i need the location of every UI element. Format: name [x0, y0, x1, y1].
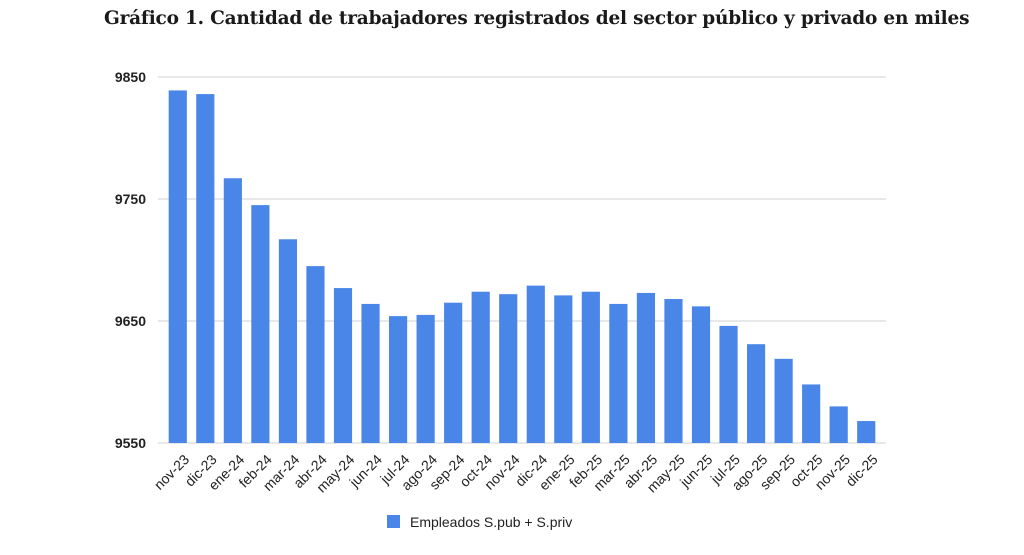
bar	[857, 421, 876, 443]
bar	[306, 266, 325, 443]
bar	[802, 384, 821, 443]
bar	[251, 205, 270, 443]
chart-title: Gráfico 1. Cantidad de trabajadores regi…	[104, 8, 970, 29]
bar	[554, 295, 573, 443]
bar	[829, 406, 848, 443]
legend: Empleados S.pub + S.priv	[387, 514, 572, 530]
bar	[223, 178, 242, 443]
bar	[746, 344, 766, 443]
bar	[196, 94, 215, 443]
bars	[168, 90, 876, 444]
x-axis-ticks: nov-23dic-23ene-24feb-24mar-24abr-24may-…	[151, 451, 881, 495]
bar	[499, 294, 518, 443]
bar	[444, 302, 463, 443]
y-tick-label: 9750	[115, 191, 146, 207]
y-tick-label: 9650	[115, 313, 146, 329]
bar	[168, 90, 187, 444]
bar	[388, 316, 408, 443]
bar	[416, 314, 435, 443]
bar	[526, 285, 545, 443]
bar	[278, 239, 298, 443]
x-tick-label: nov-23	[151, 451, 193, 493]
bar	[636, 292, 656, 443]
legend-label: Empleados S.pub + S.priv	[410, 514, 572, 530]
y-tick-label: 9850	[115, 69, 146, 85]
y-tick-label: 9550	[115, 435, 146, 451]
bar	[581, 291, 600, 443]
legend-swatch	[387, 515, 400, 528]
bar	[719, 325, 738, 443]
bar	[774, 358, 793, 443]
bar	[609, 303, 628, 443]
bar	[361, 303, 380, 443]
bar	[333, 288, 353, 443]
bar	[664, 299, 683, 443]
y-axis-ticks: 9550 9650 9750 9850	[115, 69, 146, 451]
bar	[471, 291, 490, 443]
bar	[691, 306, 711, 443]
x-tick-label: dic-25	[842, 451, 880, 489]
